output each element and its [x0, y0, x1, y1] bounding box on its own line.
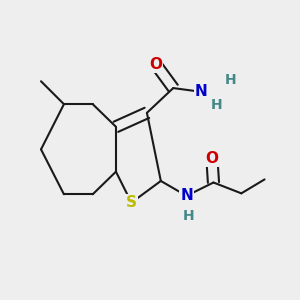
Text: S: S	[126, 195, 137, 210]
Text: H: H	[224, 73, 236, 87]
Text: H: H	[183, 209, 194, 223]
Text: O: O	[206, 151, 218, 166]
Text: H: H	[211, 98, 222, 112]
Text: N: N	[180, 188, 193, 203]
Text: O: O	[150, 57, 163, 72]
Text: N: N	[195, 84, 208, 99]
